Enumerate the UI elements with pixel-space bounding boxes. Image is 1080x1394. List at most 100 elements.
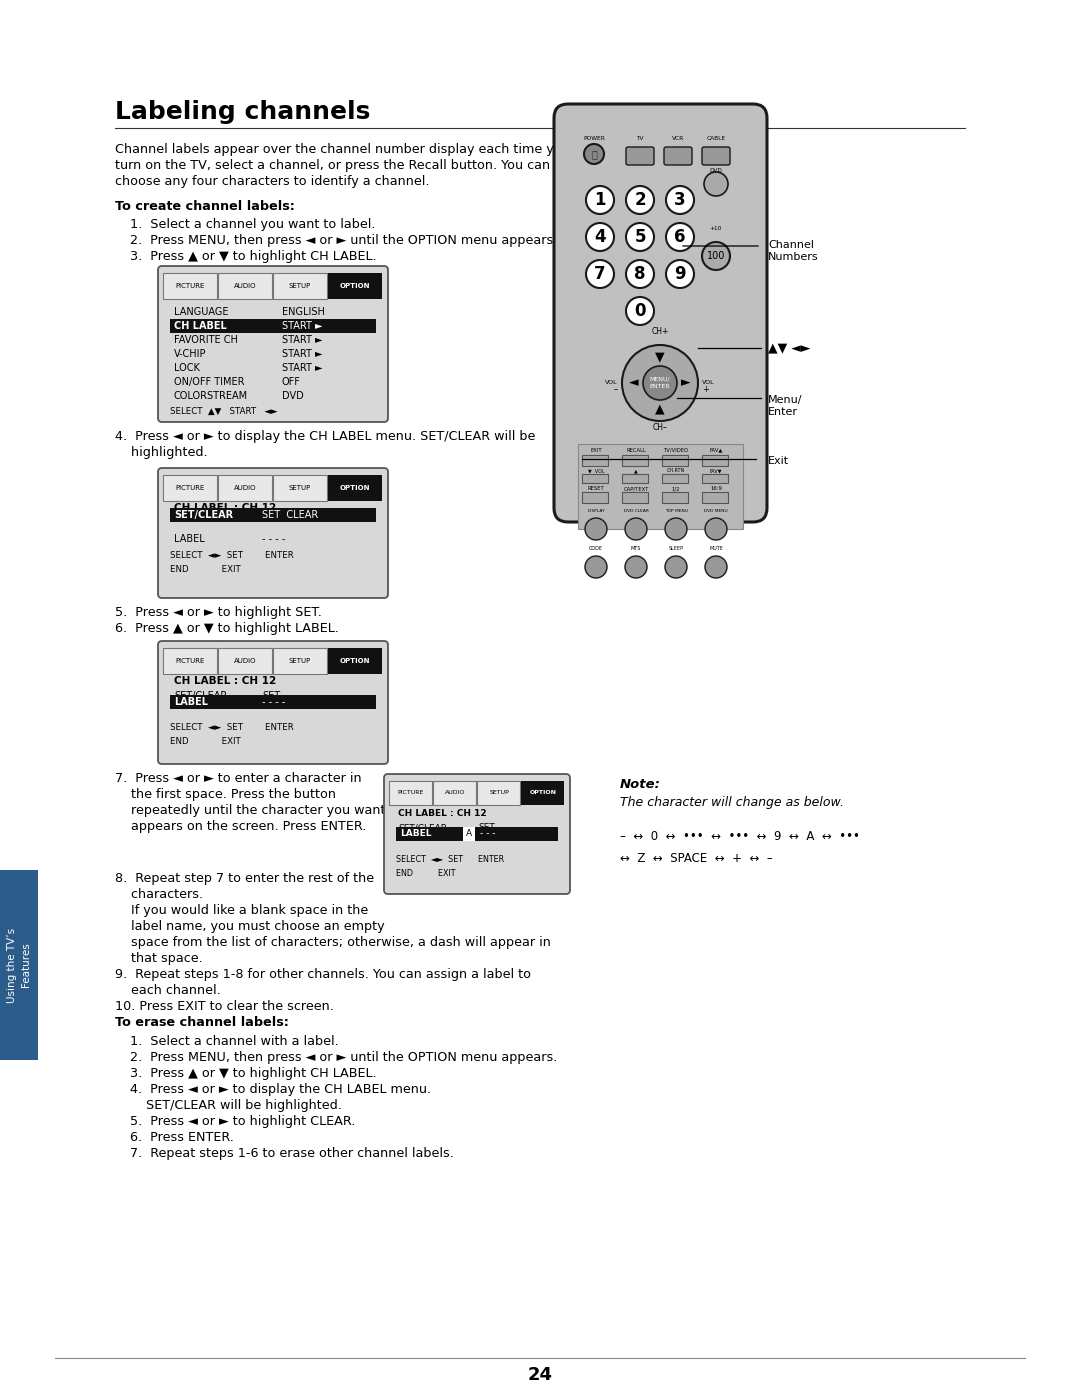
Text: START ►: START ► (282, 348, 323, 360)
Circle shape (666, 223, 694, 251)
Bar (582, 474, 608, 482)
Circle shape (705, 556, 727, 579)
Bar (662, 454, 688, 466)
Text: ▲: ▲ (634, 468, 638, 474)
Circle shape (666, 261, 694, 289)
Bar (163, 475, 217, 500)
Text: To erase channel labels:: To erase channel labels: (114, 1016, 288, 1029)
Bar (622, 474, 648, 482)
Text: - - - -: - - - - (262, 534, 285, 544)
Text: 4.  Press ◄ or ► to display the CH LABEL menu. SET/CLEAR will be: 4. Press ◄ or ► to display the CH LABEL … (114, 429, 536, 443)
Text: START ►: START ► (282, 362, 323, 374)
Text: LABEL: LABEL (174, 534, 205, 544)
Text: 2.  Press MENU, then press ◄ or ► until the OPTION menu appears.: 2. Press MENU, then press ◄ or ► until t… (130, 1051, 557, 1064)
Text: space from the list of characters; otherwise, a dash will appear in: space from the list of characters; other… (114, 935, 551, 949)
Text: the first space. Press the button: the first space. Press the button (114, 788, 336, 802)
Text: PICTURE: PICTURE (175, 658, 205, 664)
Text: SELECT  ◄►  SET        ENTER: SELECT ◄► SET ENTER (170, 551, 294, 559)
Bar (702, 492, 728, 503)
Text: 6.  Press ▲ or ▼ to highlight LABEL.: 6. Press ▲ or ▼ to highlight LABEL. (114, 622, 339, 636)
Bar (273, 475, 327, 500)
Text: 100: 100 (706, 251, 725, 261)
Circle shape (586, 261, 615, 289)
Bar (702, 474, 728, 482)
Text: PICTURE: PICTURE (175, 283, 205, 289)
Text: - - -: - - - (480, 829, 496, 839)
Text: TOP MENU: TOP MENU (664, 509, 688, 513)
Text: If you would like a blank space in the: If you would like a blank space in the (114, 903, 368, 917)
FancyBboxPatch shape (702, 146, 730, 164)
Text: Channel labels appear over the channel number display each time you: Channel labels appear over the channel n… (114, 144, 570, 156)
Text: DVD: DVD (710, 167, 723, 173)
Text: repeatedly until the character you want: repeatedly until the character you want (114, 804, 386, 817)
FancyBboxPatch shape (664, 146, 692, 164)
Text: 5.  Press ◄ or ► to highlight SET.: 5. Press ◄ or ► to highlight SET. (114, 606, 322, 619)
Circle shape (584, 144, 604, 164)
Text: CODE: CODE (589, 546, 603, 552)
Text: 7.  Press ◄ or ► to enter a character in: 7. Press ◄ or ► to enter a character in (114, 772, 362, 785)
Text: each channel.: each channel. (114, 984, 220, 997)
Text: 0: 0 (634, 302, 646, 321)
Text: SETUP: SETUP (288, 283, 311, 289)
Text: –: – (613, 386, 618, 395)
Text: SELECT  ▲▼   START   ◄►: SELECT ▲▼ START ◄► (170, 407, 278, 415)
Text: –  ↔  0  ↔  •••  ↔  •••  ↔  9  ↔  A  ↔  •••: – ↔ 0 ↔ ••• ↔ ••• ↔ 9 ↔ A ↔ ••• (620, 829, 860, 843)
Text: SET/CLEAR: SET/CLEAR (174, 691, 227, 701)
Text: 10. Press EXIT to clear the screen.: 10. Press EXIT to clear the screen. (114, 999, 334, 1013)
Text: 6.  Press ENTER.: 6. Press ENTER. (130, 1131, 234, 1144)
Text: SET/CLEAR: SET/CLEAR (399, 824, 447, 832)
Text: 3: 3 (674, 191, 686, 209)
Text: 7: 7 (594, 265, 606, 283)
Text: MTS: MTS (631, 546, 642, 552)
Text: SET: SET (478, 824, 495, 832)
Bar (170, 319, 376, 333)
Bar (218, 273, 272, 298)
Text: CH–: CH– (652, 424, 667, 432)
Circle shape (625, 519, 647, 539)
Text: CH LABEL : CH 12: CH LABEL : CH 12 (174, 503, 276, 513)
Bar (163, 648, 217, 675)
Circle shape (626, 185, 654, 215)
Bar (622, 492, 648, 503)
Bar (463, 827, 475, 841)
Circle shape (666, 185, 694, 215)
Text: 2: 2 (634, 191, 646, 209)
Circle shape (665, 519, 687, 539)
Text: characters.: characters. (114, 888, 203, 901)
Bar (702, 454, 728, 466)
Circle shape (625, 556, 647, 579)
Bar (328, 475, 382, 500)
FancyBboxPatch shape (0, 870, 38, 1059)
Bar (389, 781, 432, 804)
FancyBboxPatch shape (158, 266, 388, 422)
Text: - - - -: - - - - (262, 697, 285, 707)
Text: CABLE: CABLE (706, 135, 726, 141)
Text: V-CHIP: V-CHIP (174, 348, 206, 360)
Bar (273, 648, 327, 675)
Text: Labeling channels: Labeling channels (114, 100, 370, 124)
Text: FAV▼: FAV▼ (710, 468, 723, 474)
Text: 2.  Press MENU, then press ◄ or ► until the OPTION menu appears.: 2. Press MENU, then press ◄ or ► until t… (130, 234, 557, 247)
Bar (662, 492, 688, 503)
Text: CAP/TEXT: CAP/TEXT (623, 487, 649, 492)
Text: +10: +10 (710, 226, 723, 231)
Text: START ►: START ► (282, 321, 323, 330)
Bar (582, 492, 608, 503)
Text: OPTION: OPTION (529, 790, 556, 796)
Text: highlighted.: highlighted. (114, 446, 207, 459)
Text: 9.  Repeat steps 1-8 for other channels. You can assign a label to: 9. Repeat steps 1-8 for other channels. … (114, 967, 531, 981)
Text: 3.  Press ▲ or ▼ to highlight CH LABEL.: 3. Press ▲ or ▼ to highlight CH LABEL. (130, 250, 377, 263)
Bar (433, 781, 476, 804)
Text: 4: 4 (594, 229, 606, 245)
Text: END            EXIT: END EXIT (170, 736, 241, 746)
Circle shape (626, 297, 654, 325)
Text: 1.  Select a channel you want to label.: 1. Select a channel you want to label. (130, 217, 376, 231)
Text: ◄: ◄ (630, 376, 638, 389)
Text: CH LABEL: CH LABEL (174, 321, 227, 330)
Text: RESET: RESET (588, 487, 605, 492)
Text: that space.: that space. (114, 952, 203, 965)
Text: Menu/
Enter: Menu/ Enter (768, 396, 802, 417)
Text: LABEL: LABEL (400, 829, 432, 839)
Text: END            EXIT: END EXIT (170, 565, 241, 573)
Text: OPTION: OPTION (340, 283, 370, 289)
